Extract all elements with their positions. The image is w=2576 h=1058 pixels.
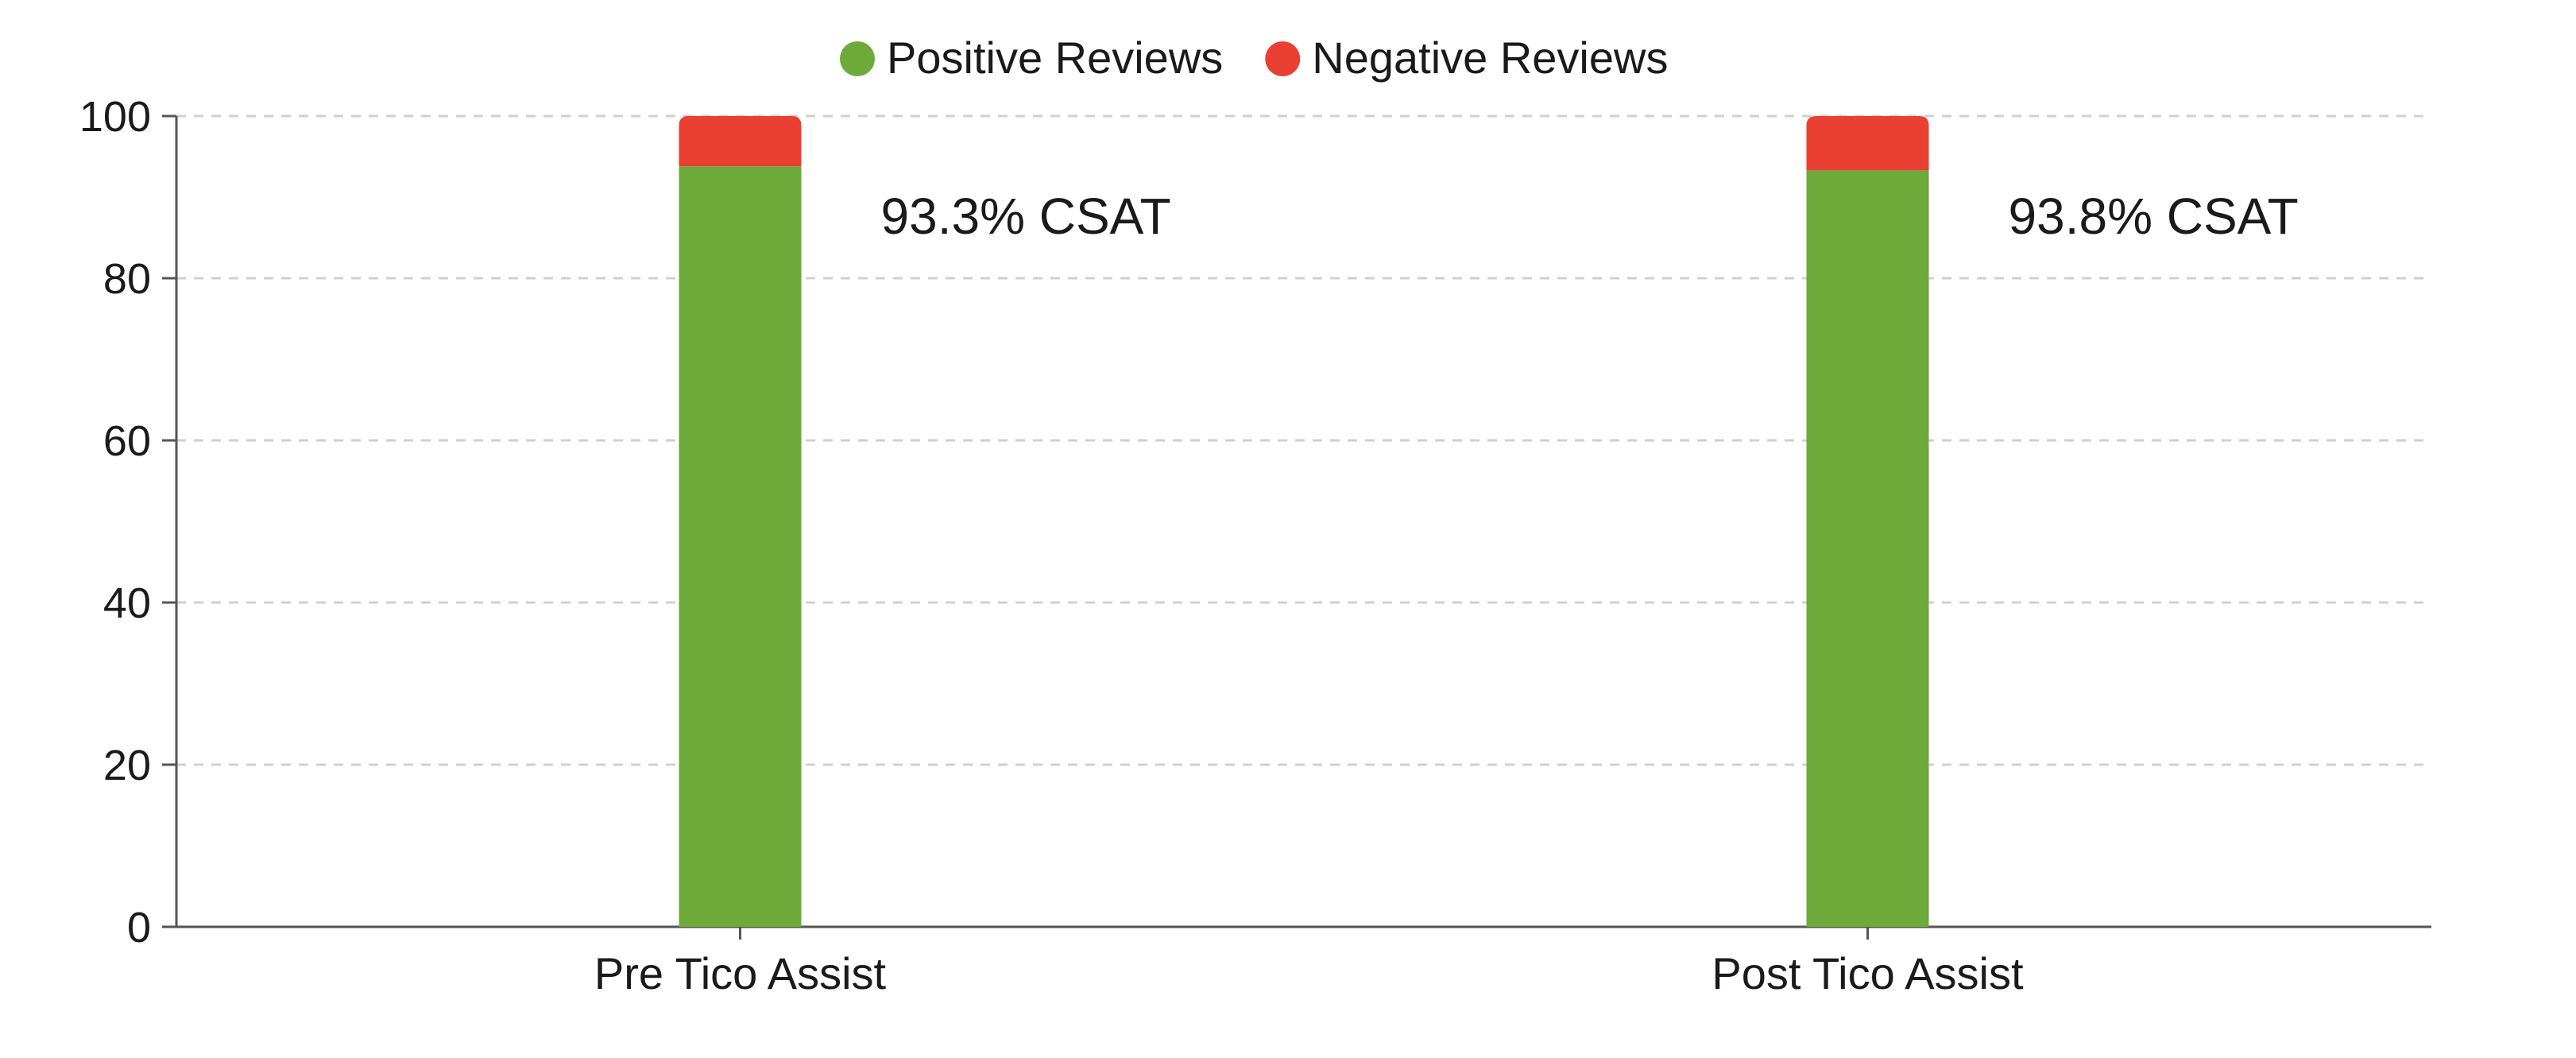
y-tick-label: 0: [127, 904, 151, 951]
axes: [162, 114, 2431, 940]
legend: Positive Reviews Negative Reviews: [840, 33, 1668, 83]
x-tick-label: Post Tico Assist: [1712, 948, 2024, 998]
legend-swatch: [1265, 41, 1301, 76]
y-tick-label: 60: [103, 417, 151, 465]
legend-swatch: [840, 41, 875, 76]
grid-lines: [176, 114, 2431, 766]
labels: 0 20 40 60 80 100 Pre Tico Assist 93.3% CSAT Pos…: [79, 93, 2299, 998]
y-tick-label: 100: [79, 93, 151, 141]
y-tick-label: 40: [103, 579, 151, 627]
bar-segment-positive-reviews: [1806, 170, 1929, 928]
x-tick-label: Pre Tico Assist: [594, 948, 887, 998]
bar-segment-positive-reviews: [679, 166, 802, 928]
legend-label: Negative Reviews: [1312, 33, 1668, 83]
bar-segment-negative-reviews: [679, 116, 802, 167]
csat-annotation: 93.3% CSAT: [881, 188, 1171, 245]
csat-annotation: 93.8% CSAT: [2009, 188, 2299, 245]
bar-segment-negative-reviews: [1806, 116, 1929, 171]
y-tick-label: 80: [103, 255, 151, 303]
y-tick-label: 20: [103, 742, 151, 789]
legend-label: Positive Reviews: [887, 33, 1223, 83]
bars: [679, 116, 1929, 928]
